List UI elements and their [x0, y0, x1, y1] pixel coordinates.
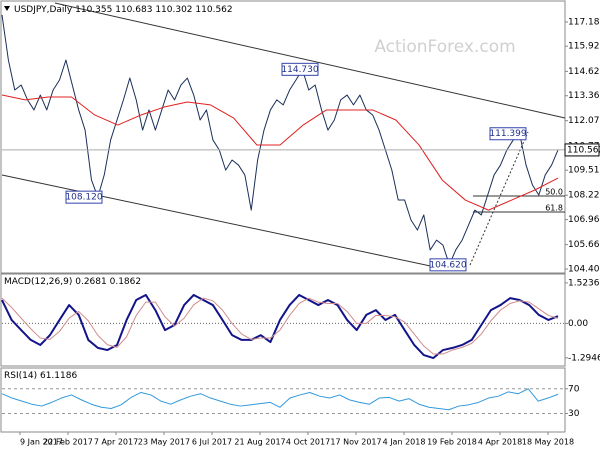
y-tick-label: 106.960	[568, 215, 600, 225]
y-tick-label: 70	[568, 384, 580, 394]
y-tick-label: 0.00	[568, 319, 588, 329]
channel-upper	[54, 2, 566, 119]
y-tick-label: 108.220	[568, 191, 600, 201]
y-tick-label: 1.5236	[568, 278, 600, 288]
price-panel-frame	[0, 0, 566, 274]
x-tick-label: 21 Aug 2017	[234, 438, 285, 447]
price-label-box	[281, 62, 319, 76]
collapse-icon	[4, 6, 10, 11]
price-label-box	[65, 190, 103, 204]
symbol: USDJPY,Daily	[14, 5, 73, 15]
macd-header: MACD(12,26,9) 0.2681 0.1862	[4, 277, 141, 287]
x-tick-label: 22 Feb 2017	[43, 438, 93, 447]
series-line	[1, 94, 559, 211]
channel-lower	[1, 174, 441, 269]
y-tick-label: 105.665	[568, 240, 600, 250]
price-label: 114.730	[281, 65, 318, 75]
indicator-name: RSI(14)	[4, 371, 37, 381]
last-price-label: 110.562	[567, 145, 600, 155]
price-label: 111.399	[489, 129, 526, 139]
price-label-box	[429, 258, 467, 272]
trend-line	[469, 131, 529, 266]
x-tick-label: 7 Apr 2017	[94, 438, 138, 447]
y-tick-label: 109.515	[568, 166, 600, 176]
x-tick-label: 19 Feb 2018	[427, 438, 477, 447]
rsi-header: RSI(14) 61.1186	[4, 371, 77, 381]
y-tick-label: 113.365	[568, 91, 600, 101]
y-tick-label: -1.2946	[568, 353, 600, 363]
price-label: 104.620	[429, 260, 466, 270]
y-tick-label: 115.925	[568, 42, 600, 52]
y-tick-label: 104.405	[568, 265, 600, 275]
x-tick-label: 18 May 2018	[522, 438, 574, 447]
rsi-panel-frame	[0, 367, 566, 433]
y-tick-label: 114.625	[568, 67, 600, 77]
x-tick-label: 23 May 2017	[138, 438, 190, 447]
price-label-box	[489, 127, 527, 141]
fib-label: 50.0	[545, 188, 563, 197]
series-line	[1, 297, 559, 355]
series-line	[1, 14, 559, 266]
x-tick-label: 9 Jan 2017	[20, 438, 63, 447]
rsi-value: 61.1186	[40, 371, 77, 381]
last-price-badge	[564, 143, 600, 157]
price-label: 108.120	[65, 193, 102, 203]
x-tick-label: 6 Jul 2017	[192, 438, 232, 447]
y-tick-label: 117.180	[568, 17, 600, 27]
high: 110.683	[115, 5, 152, 15]
series-line	[1, 293, 559, 360]
open: 110.355	[75, 5, 112, 15]
price-header: USDJPY,Daily 110.355 110.683 110.302 110…	[14, 5, 233, 15]
macd-value: 0.2681	[75, 277, 107, 287]
x-tick-label: 17 Nov 2017	[330, 438, 381, 447]
x-tick-label: 4 Apr 2018	[478, 438, 522, 447]
watermark: ActionForex.com	[374, 37, 515, 57]
indicator-name: MACD(12,26,9)	[4, 277, 72, 287]
series-line	[1, 388, 559, 411]
y-tick-label: 112.075	[568, 116, 600, 126]
x-tick-label: 4 Oct 2017	[286, 438, 330, 447]
x-tick-label: 4 Jan 2018	[383, 438, 426, 447]
macd-panel-frame	[0, 273, 566, 367]
fib-label: 61.8	[545, 204, 563, 213]
signal-value: 0.1862	[110, 277, 142, 287]
close: 110.562	[195, 5, 232, 15]
y-tick-label: 30	[568, 409, 580, 419]
low: 110.302	[155, 5, 192, 15]
